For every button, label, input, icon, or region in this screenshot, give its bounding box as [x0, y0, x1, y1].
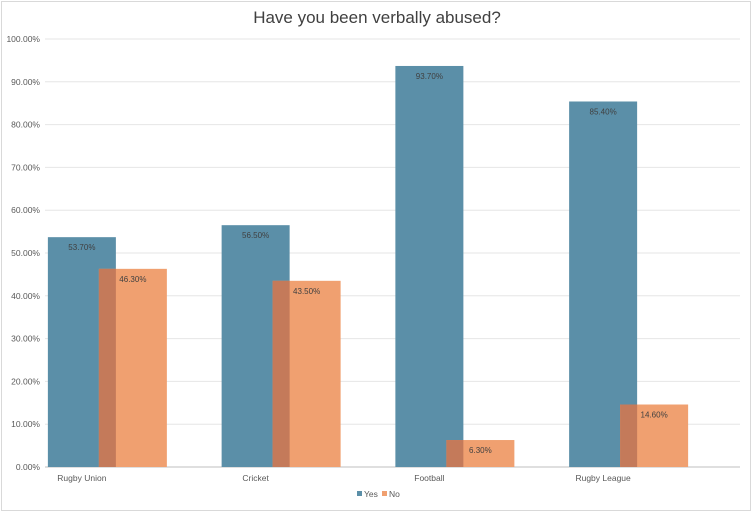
bars	[47, 65, 689, 468]
legend: Yes No	[357, 489, 400, 499]
data-label-yes: 56.50%	[242, 231, 269, 240]
data-label-yes: 85.40%	[590, 107, 617, 116]
y-tick-label: 30.00%	[11, 334, 40, 344]
y-tick-label: 20.00%	[11, 376, 40, 386]
legend-label: Yes	[364, 489, 378, 499]
chart-title: Have you been verbally abused?	[253, 8, 501, 27]
y-tick-label: 50.00%	[11, 248, 40, 258]
x-axis: Rugby Union Cricket Football Rugby League	[57, 473, 631, 483]
x-category-label: Football	[414, 473, 444, 483]
bar-overlap	[98, 268, 116, 467]
y-tick-label: 100.00%	[6, 34, 40, 44]
legend-label: No	[389, 489, 400, 499]
x-category-label: Rugby Union	[57, 473, 106, 483]
y-tick-label: 0.00%	[16, 462, 41, 472]
legend-swatch	[382, 491, 387, 496]
data-labels: 53.70% 46.30% 56.50% 43.50% 93.70% 6.30% 85.40…	[68, 72, 667, 455]
x-category-label: Cricket	[242, 473, 269, 483]
y-tick-label: 60.00%	[11, 205, 40, 215]
data-label-no: 43.50%	[293, 287, 320, 296]
bar-overlap	[446, 440, 464, 467]
x-category-label: Rugby League	[575, 473, 631, 483]
y-tick-label: 80.00%	[11, 120, 40, 130]
data-label-no: 46.30%	[119, 275, 146, 284]
legend-swatch	[357, 491, 362, 496]
y-tick-label: 10.00%	[11, 419, 40, 429]
y-tick-label: 40.00%	[11, 291, 40, 301]
y-axis: 0.00% 10.00% 20.00% 30.00% 40.00% 50.00% 60.00…	[6, 34, 40, 472]
data-label-yes: 93.70%	[416, 72, 443, 81]
bar-overlap	[272, 280, 290, 467]
bar-yes	[395, 65, 464, 468]
y-tick-label: 70.00%	[11, 162, 40, 172]
data-label-no: 6.30%	[469, 446, 492, 455]
data-label-yes: 53.70%	[68, 243, 95, 252]
bar-overlap	[620, 404, 638, 467]
data-label-no: 14.60%	[641, 411, 668, 420]
y-tick-label: 90.00%	[11, 77, 40, 87]
